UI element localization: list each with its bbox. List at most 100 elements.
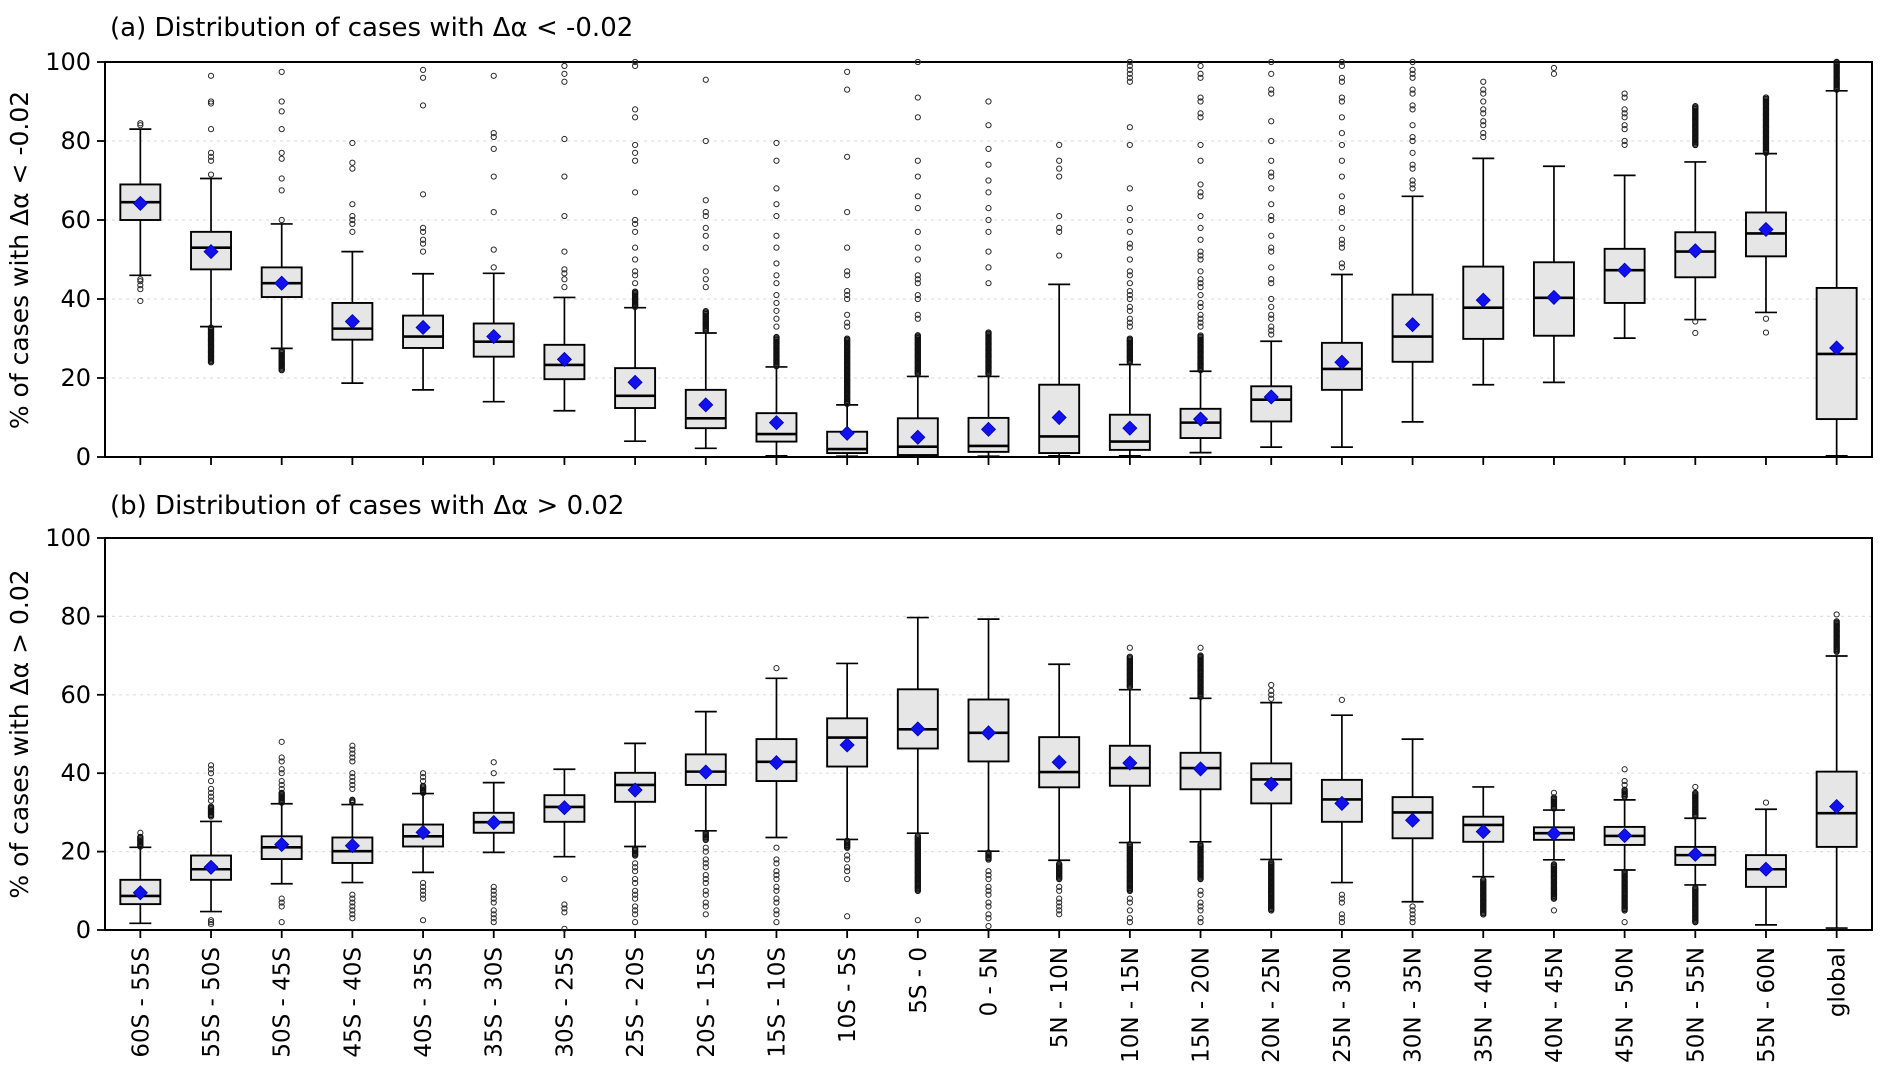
outlier-dot (1338, 114, 1346, 121)
outlier-dot (1621, 919, 1628, 926)
outlier-dot (490, 899, 497, 906)
outlier-dot (1056, 899, 1063, 906)
mean-diamond (415, 319, 431, 336)
outlier-dot (207, 126, 215, 133)
outlier-dot (1268, 681, 1275, 689)
y-tick-label: 20 (60, 364, 91, 392)
outlier-dot (773, 139, 780, 147)
outlier-dot (844, 323, 851, 330)
outlier-dot (1056, 224, 1063, 231)
outlier-dot (1126, 268, 1133, 275)
outlier-dot (844, 864, 851, 871)
outlier-dot (632, 903, 639, 910)
x-category-label: 5N - 10N (1047, 947, 1073, 1048)
outlier-dot (207, 777, 215, 785)
mean-diamond (1475, 824, 1491, 840)
outlier-dot (1197, 841, 1204, 848)
outlier-dot (844, 913, 851, 920)
outlier-dot (1056, 228, 1063, 235)
outlier-dot (985, 216, 992, 224)
outlier-dot (1338, 141, 1346, 149)
outlier-dot (632, 864, 639, 871)
outlier-dot (278, 68, 285, 75)
outlier-dot (1197, 114, 1204, 121)
outlier-dot (702, 864, 709, 871)
outlier-dot (1197, 98, 1204, 105)
outlier-dot (1197, 212, 1204, 220)
outlier-dot (490, 919, 497, 926)
mean-diamond (698, 397, 714, 413)
mean-diamond (627, 782, 643, 798)
outlier-dot (419, 228, 427, 235)
outlier-dot (914, 157, 921, 164)
outlier-dot (1833, 611, 1840, 618)
outlier-dot (914, 173, 921, 180)
outlier-dot (985, 899, 992, 906)
outlier-dot (1480, 110, 1487, 117)
outlier-dot (349, 796, 356, 804)
outlier-dot (632, 919, 639, 926)
x-category-label: 55S - 50S (199, 947, 225, 1058)
outlier-dot (1197, 652, 1204, 659)
outlier-dot (632, 891, 639, 898)
outlier-dot (490, 72, 497, 79)
outlier-dot (207, 72, 215, 79)
outlier-dot (1268, 859, 1275, 866)
outlier-dot (1197, 70, 1204, 77)
outlier-dot (278, 347, 285, 354)
outlier-dot (137, 833, 144, 841)
outlier-dot (1268, 331, 1275, 338)
outlier-dot (1197, 181, 1204, 188)
outlier-dot (1197, 919, 1204, 926)
outlier-dot (1126, 919, 1133, 926)
outlier-dot (985, 883, 992, 890)
outlier-dot (419, 191, 427, 198)
y-tick-label: 20 (60, 838, 91, 866)
mean-diamond (344, 313, 360, 330)
mean-diamond (486, 328, 502, 345)
outlier-dot (1126, 295, 1133, 303)
outlier-dot (1268, 157, 1275, 164)
outlier-dot (1268, 90, 1275, 97)
outlier-dot (985, 849, 992, 856)
outlier-dot (419, 74, 427, 81)
outlier-dot (632, 149, 639, 156)
outlier-dot (985, 891, 992, 898)
outlier-dot (137, 122, 144, 129)
outlier-dot (490, 895, 497, 902)
outlier-dot (773, 895, 780, 902)
outlier-dot (773, 872, 780, 879)
outlier-dot (1126, 291, 1133, 299)
outlier-dot (985, 189, 992, 196)
outlier-dot (1480, 106, 1487, 113)
outlier-dot (1126, 303, 1133, 310)
mean-diamond (1192, 761, 1209, 777)
outlier-dot (1550, 70, 1558, 77)
outlier-dot (844, 272, 851, 279)
outlier-dot (985, 872, 992, 879)
outlier-dot (1126, 124, 1133, 131)
outlier-dot (1056, 911, 1063, 918)
outlier-dot (1126, 280, 1133, 287)
outlier-dot (1692, 884, 1699, 892)
outlier-dot (561, 70, 568, 77)
outlier-dot (1409, 122, 1416, 129)
outlier-dot (844, 68, 851, 75)
outlier-dot (1550, 907, 1558, 914)
outlier-dot (1056, 165, 1063, 172)
outlier-dot (1268, 295, 1275, 303)
outlier-dot (1268, 691, 1275, 698)
mean-diamond (627, 374, 643, 390)
outlier-dot (773, 232, 780, 239)
outlier-dot (1480, 130, 1487, 137)
outlier-dot (349, 754, 356, 761)
mean-diamond (1617, 262, 1633, 278)
outlier-dot (1056, 252, 1063, 259)
outlier-dot (1338, 130, 1346, 137)
outlier-dot (1338, 98, 1346, 105)
outlier-dot (1480, 122, 1487, 129)
x-category-label: 0 - 5N (977, 947, 1003, 1016)
outlier-dot (844, 875, 851, 883)
outlier-dot (1409, 149, 1416, 156)
outlier-dot (1409, 181, 1416, 188)
